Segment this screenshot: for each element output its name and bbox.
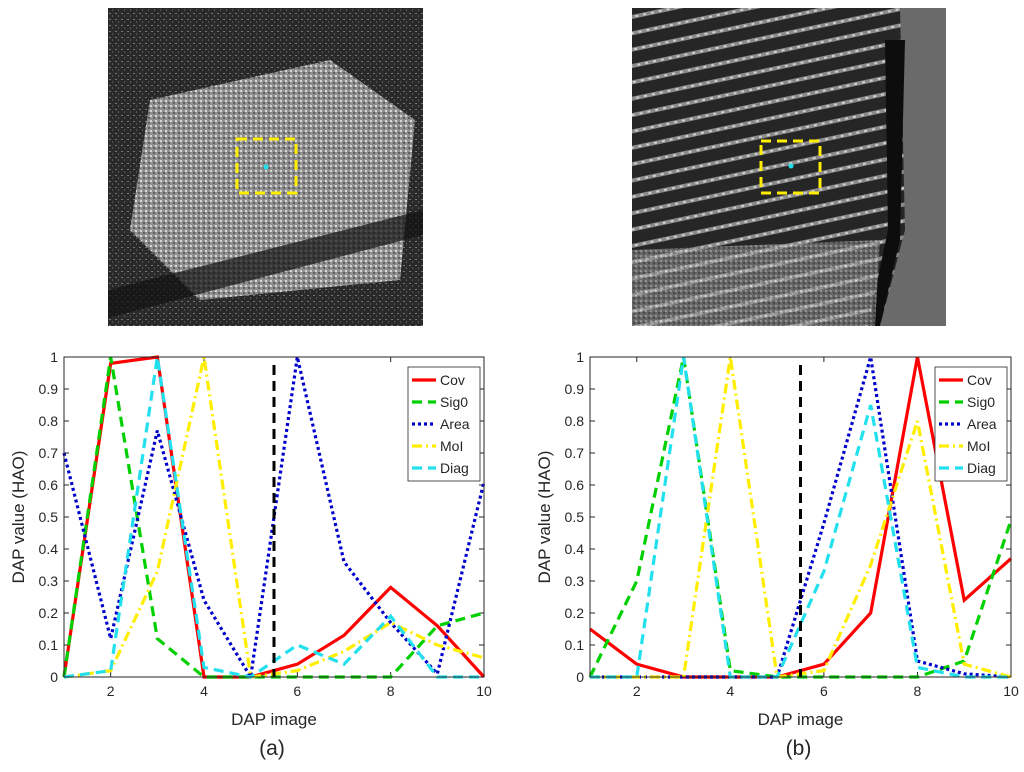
x-tick-label: 8 (914, 683, 922, 699)
data-line (62, 356, 486, 682)
x-tick-label: 6 (293, 683, 301, 699)
y-tick-label: 0.2 (39, 605, 59, 621)
x-tick-label: 6 (820, 683, 828, 699)
line-chart: 0 0.1 0.2 0.3 0.4 0.5 0.6 0.7 0.8 0.9 1 2 4 6 8 10 DAP i… (9, 349, 492, 760)
sar-image-a (108, 8, 423, 326)
x-tick-label: 8 (387, 683, 395, 699)
y-axis-label: DAP value (HAO) (9, 451, 28, 584)
y-tick-label: 1 (50, 349, 58, 365)
y-tick-label: 0.4 (39, 541, 59, 557)
y-tick-label: 0.6 (39, 477, 59, 493)
y-tick-label: 0 (50, 669, 58, 685)
caption: (a) (259, 737, 285, 760)
legend-label: Area (967, 416, 997, 432)
legend-label: Sig0 (967, 394, 995, 410)
y-tick-label: 0.1 (39, 637, 59, 653)
y-tick-label: 0.8 (565, 413, 585, 429)
y-tick-label: 0.5 (39, 509, 59, 525)
y-tick-label: 0.7 (39, 445, 59, 461)
y-tick-label: 1 (576, 349, 584, 365)
y-tick-label: 0.1 (565, 637, 585, 653)
y-tick-label: 0.3 (39, 573, 59, 589)
caption: (b) (786, 737, 812, 760)
sar-image-b (632, 8, 946, 326)
y-tick-label: 0.9 (565, 381, 585, 397)
y-tick-label: 0.3 (565, 573, 585, 589)
legend-label: Cov (967, 372, 992, 388)
y-axis-label: DAP value (HAO) (535, 451, 554, 584)
x-axis-label: DAP image (231, 710, 317, 729)
legend: Cov Sig0 Area MoI Diag (934, 366, 1008, 482)
axes-box (63, 356, 485, 678)
legend-label: Diag (440, 460, 469, 476)
y-tick-label: 0 (576, 669, 584, 685)
legend-label: Diag (967, 460, 996, 476)
x-tick-label: 10 (1003, 683, 1019, 699)
x-tick-label: 2 (107, 683, 115, 699)
data-line (590, 356, 1012, 679)
x-tick-label: 4 (200, 683, 208, 699)
legend-label: MoI (440, 438, 463, 454)
y-tick-label: 0.7 (565, 445, 585, 461)
y-tick-label: 0.4 (565, 541, 585, 557)
legend: Cov Sig0 Area MoI Diag (407, 366, 481, 482)
y-tick-label: 0.9 (39, 381, 59, 397)
x-tick-label: 10 (476, 683, 492, 699)
x-tick-label: 4 (726, 683, 734, 699)
x-tick-label: 2 (633, 683, 641, 699)
legend-label: Sig0 (440, 394, 468, 410)
y-tick-label: 0.5 (565, 509, 585, 525)
y-tick-label: 0.8 (39, 413, 59, 429)
y-tick-label: 0.6 (565, 477, 585, 493)
y-tick-label: 0.2 (565, 605, 585, 621)
axes-box (589, 356, 1012, 678)
legend-label: Cov (440, 372, 465, 388)
legend-label: Area (440, 416, 470, 432)
data-line (590, 356, 1011, 679)
x-axis-label: DAP image (758, 710, 844, 729)
line-chart: 0 0.1 0.2 0.3 0.4 0.5 0.6 0.7 0.8 0.9 1 2 4 6 8 10 DAP i… (535, 349, 1019, 760)
legend-label: MoI (967, 438, 990, 454)
